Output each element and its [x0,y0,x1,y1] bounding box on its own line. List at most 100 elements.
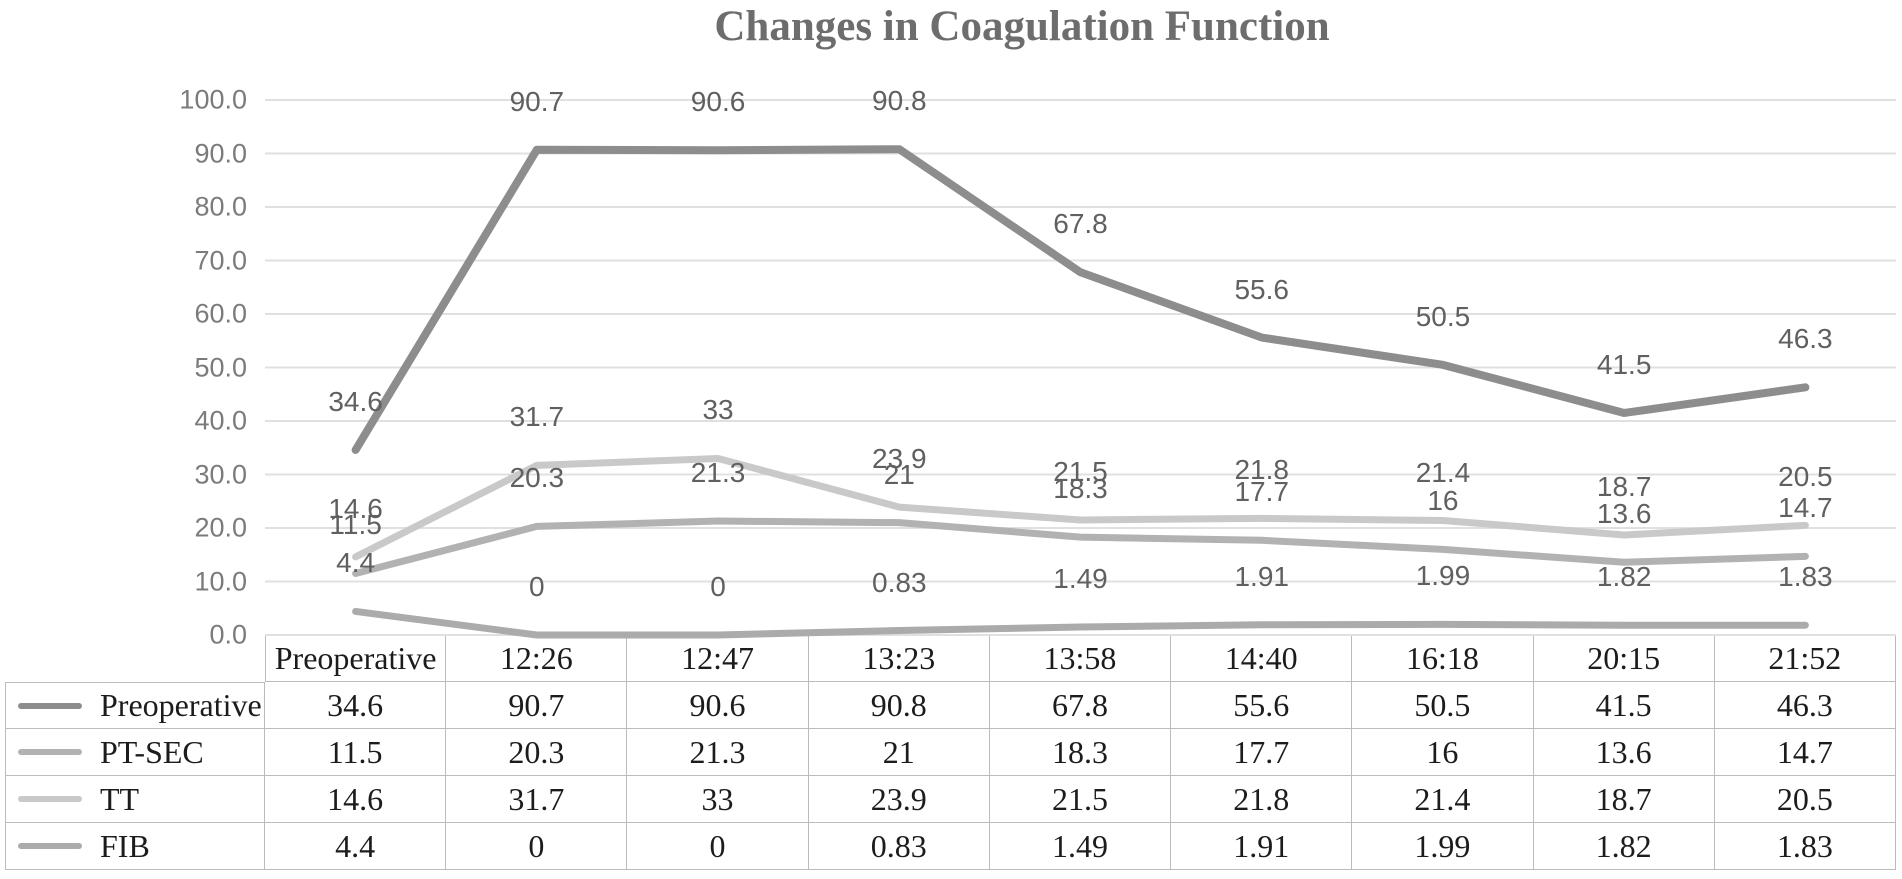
table-value-cell: 90.6 [627,682,809,729]
table-value-cell: 21.3 [627,729,809,776]
table-value-cell: 16 [1352,729,1534,776]
table-value-cell: 1.99 [1352,823,1534,870]
table-value-cell: 1.82 [1533,823,1715,870]
y-axis-tick-label: 90.0 [194,138,247,168]
table-value-cell: 14.7 [1714,729,1896,776]
legend-label: TT [100,780,140,817]
y-axis-tick-label: 50.0 [194,352,247,382]
table-value-cell: 0.83 [808,823,990,870]
legend-marker-icon [18,843,82,849]
legend-cell-preoperative: Preoperative [5,682,265,729]
data-label-tt: 14.6 [328,492,383,524]
data-label-pt-sec: 14.7 [1778,492,1833,524]
data-label-pt-sec: 20.3 [509,462,565,494]
table-header-cell: 13:23 [808,635,990,682]
data-label-preoperative: 67.8 [1053,208,1108,240]
legend-marker-icon [18,749,82,755]
data-label-tt: 20.5 [1778,461,1833,493]
table-value-cell: 14.6 [265,776,447,823]
table-value-cell: 67.8 [989,682,1172,729]
table-corner-cell [5,635,265,682]
series-line-tt [352,454,1809,561]
y-axis-tick-label: 80.0 [194,191,247,222]
y-axis-tick-label: 60.0 [194,298,247,329]
table-value-cell: 21.8 [1171,776,1353,823]
table-header-cell: 14:40 [1171,635,1353,682]
table-value-cell: 11.5 [265,729,447,776]
table-header-cell: 21:52 [1714,635,1896,682]
data-label-pt-sec: 17.7 [1234,476,1289,508]
data-label-preoperative: 46.3 [1778,323,1833,355]
data-label-fib: 1.82 [1596,561,1652,593]
table-header-cell: 13:58 [989,635,1172,682]
y-axis-tick-label: 10.0 [194,566,247,596]
table-value-cell: 33 [627,776,809,823]
table-value-cell: 13.6 [1533,729,1715,776]
data-label-tt: 18.7 [1596,470,1652,502]
data-label-fib: 1.91 [1234,560,1289,592]
series-line-preoperative [351,145,1810,454]
y-axis-tick-label: 70.0 [194,245,247,275]
table-value-cell: 46.3 [1714,682,1896,729]
data-label-preoperative: 90.7 [509,85,565,117]
legend-label: FIB [100,827,150,864]
data-label-tt: 21.8 [1234,454,1289,486]
data-label-fib: 1.83 [1778,561,1833,593]
table-value-cell: 50.5 [1352,682,1534,729]
data-label-preoperative: 55.6 [1234,273,1289,305]
data-label-fib: 0.83 [872,566,927,598]
data-label-preoperative: 90.6 [690,86,746,118]
data-label-preoperative: 41.5 [1596,348,1652,380]
data-label-tt: 21.4 [1415,456,1471,488]
data-label-pt-sec: 21.3 [690,457,746,489]
table-value-cell: 31.7 [446,776,628,823]
data-label-fib: 1.49 [1053,563,1108,595]
series-line-pt-sec [352,517,1809,577]
table-value-cell: 21.4 [1352,776,1534,823]
data-label-preoperative: 90.8 [872,85,927,117]
legend-label: PT-SEC [100,733,204,770]
table-value-cell: 20.5 [1714,776,1896,823]
table-value-cell: 1.91 [1171,823,1353,870]
table-value-cell: 18.3 [989,729,1172,776]
table-value-cell: 21 [808,729,990,776]
table-value-cell: 0 [627,823,809,870]
table-value-cell: 1.49 [989,823,1172,870]
table-value-cell: 90.8 [808,682,990,729]
legend-cell-pt-sec: PT-SEC [5,729,265,776]
data-label-fib: 1.99 [1415,560,1471,592]
table-header-cell: 20:15 [1533,635,1715,682]
data-label-fib: 0 [529,571,545,602]
table-value-cell: 90.7 [446,682,628,729]
table-value-cell: 1.83 [1714,823,1896,870]
table-value-cell: 4.4 [265,823,447,870]
table-value-cell: 23.9 [808,776,990,823]
data-label-tt: 33 [702,394,734,426]
table-value-cell: 34.6 [265,682,447,729]
table-header-cell: 12:47 [627,635,809,682]
data-label-tt: 23.9 [872,443,927,475]
y-axis-tick-label: 20.0 [194,512,247,543]
data-label-preoperative: 34.6 [328,385,383,417]
data-label-pt-sec: 16 [1427,485,1459,517]
table-value-cell: 55.6 [1171,682,1353,729]
table-value-cell: 21.5 [989,776,1172,823]
chart-title: Changes in Coagulation Function [714,3,1330,50]
legend-marker-icon [18,702,82,709]
legend-label: Preoperative [100,687,262,723]
table-value-cell: 18.7 [1533,776,1715,823]
table-header-cell: 12:26 [446,635,628,682]
table-header-cell: Preoperative [265,635,447,682]
table-value-cell: 41.5 [1533,682,1715,729]
data-label-preoperative: 50.5 [1415,300,1471,332]
data-label-fib: 4.4 [336,547,376,579]
y-axis-tick-label: 40.0 [194,405,247,436]
data-label-tt: 31.7 [509,401,565,433]
data-label-pt-sec: 11.5 [329,509,382,541]
table-header-cell: 16:18 [1352,635,1534,682]
data-table: Preoperative 12:26 12:47 13:23 13:58 14:40 16:… [5,635,1896,870]
legend-cell-fib: FIB [5,823,265,870]
y-axis-tick-label: 30.0 [194,459,247,489]
series-line-fib [352,607,1809,639]
